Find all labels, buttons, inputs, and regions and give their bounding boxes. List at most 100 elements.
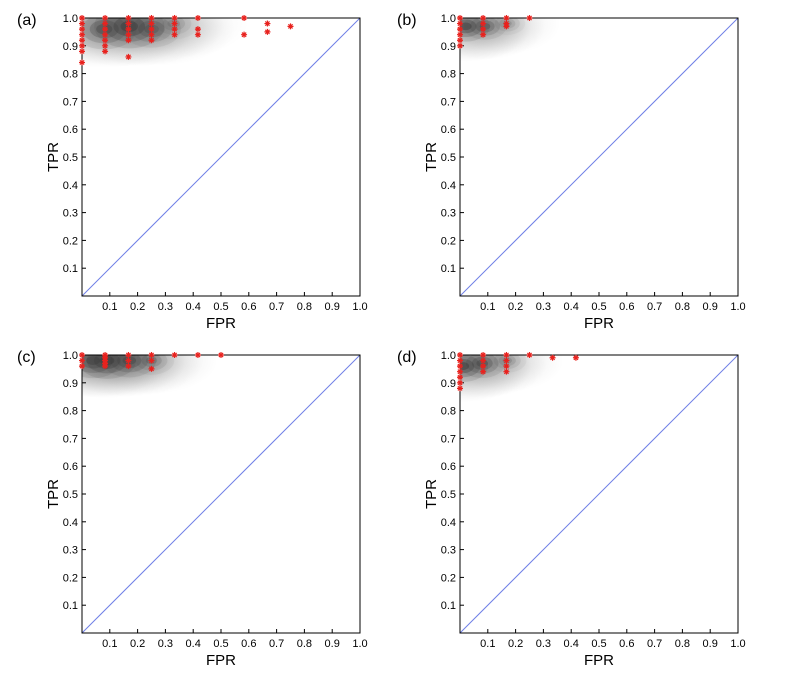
y-tick-label: 0.3 bbox=[441, 208, 456, 220]
data-point-marker bbox=[79, 15, 85, 21]
x-axis-label: FPR bbox=[584, 652, 614, 669]
x-tick-label: 0.4 bbox=[564, 301, 579, 313]
x-tick-label: 0.3 bbox=[158, 301, 173, 313]
marker-group bbox=[457, 352, 579, 392]
y-tick-label: 0.7 bbox=[63, 433, 78, 445]
density-ring bbox=[120, 20, 139, 32]
data-point-marker bbox=[264, 28, 271, 35]
y-tick-label: 0.7 bbox=[441, 96, 456, 108]
data-point-marker bbox=[218, 352, 224, 358]
x-tick-label: 0.1 bbox=[480, 638, 495, 650]
data-point-marker bbox=[148, 357, 155, 364]
data-point-marker bbox=[125, 15, 132, 21]
density-ring bbox=[488, 355, 527, 373]
data-point-marker bbox=[79, 357, 85, 364]
data-point-marker bbox=[457, 368, 463, 375]
panel-label: (a) bbox=[17, 12, 37, 29]
y-tick-label: 0.5 bbox=[63, 489, 78, 501]
data-point-marker bbox=[171, 20, 178, 27]
density-ring bbox=[82, 355, 137, 379]
x-tick-label: 0.1 bbox=[102, 638, 117, 650]
data-point-marker bbox=[287, 23, 294, 30]
x-tick-label: 0.2 bbox=[508, 301, 523, 313]
data-point-marker bbox=[148, 365, 155, 372]
x-tick-label: 0.6 bbox=[241, 301, 256, 313]
data-point-marker bbox=[480, 20, 487, 27]
data-point-marker bbox=[194, 26, 201, 33]
data-point-marker bbox=[480, 363, 487, 370]
panel-label: (b) bbox=[397, 12, 417, 29]
data-point-marker bbox=[457, 363, 463, 370]
data-point-marker bbox=[480, 31, 487, 38]
data-point-marker bbox=[457, 352, 463, 358]
data-point-marker bbox=[125, 363, 132, 370]
density-ring bbox=[460, 22, 472, 31]
y-tick-label: 0.2 bbox=[63, 235, 78, 247]
y-tick-label: 0.4 bbox=[441, 180, 456, 192]
data-point-marker bbox=[457, 385, 463, 392]
y-tick-label: 0.2 bbox=[63, 572, 78, 584]
x-tick-label: 0.9 bbox=[325, 301, 340, 313]
density-ring bbox=[460, 358, 475, 374]
density-shading bbox=[82, 355, 218, 399]
x-tick-label: 0.8 bbox=[297, 638, 312, 650]
data-point-marker bbox=[79, 37, 85, 44]
data-point-marker bbox=[148, 31, 155, 38]
density-halo bbox=[98, 18, 249, 59]
marker-group bbox=[79, 15, 294, 66]
data-point-marker bbox=[457, 31, 463, 38]
x-tick-label: 0.5 bbox=[213, 638, 228, 650]
y-axis-label: TPR bbox=[423, 142, 440, 172]
y-tick-label: 0.6 bbox=[441, 461, 456, 473]
data-point-marker bbox=[148, 26, 155, 33]
x-tick-label: 1.0 bbox=[352, 638, 367, 650]
data-point-marker bbox=[148, 15, 155, 21]
density-ring bbox=[156, 18, 192, 35]
data-point-marker bbox=[148, 37, 155, 44]
x-tick-label: 0.9 bbox=[325, 638, 340, 650]
data-point-marker bbox=[549, 354, 556, 361]
y-tick-label: 0.8 bbox=[63, 69, 78, 81]
density-ring bbox=[86, 356, 101, 365]
x-tick-label: 1.0 bbox=[730, 638, 745, 650]
data-point-marker bbox=[526, 15, 533, 21]
diagonal-reference-line bbox=[81, 354, 361, 634]
density-ring bbox=[110, 355, 149, 373]
x-tick-label: 0.8 bbox=[297, 301, 312, 313]
y-tick-label: 0.8 bbox=[441, 69, 456, 81]
data-point-marker bbox=[480, 368, 487, 375]
x-axis-label: FPR bbox=[584, 315, 614, 332]
x-tick-label: 0.6 bbox=[619, 301, 634, 313]
y-tick-label: 0.4 bbox=[441, 517, 456, 529]
y-tick-label: 0.4 bbox=[63, 517, 78, 529]
data-point-marker bbox=[125, 352, 132, 358]
data-point-marker bbox=[457, 20, 463, 27]
data-point-marker bbox=[194, 31, 201, 38]
x-tick-label: 0.1 bbox=[480, 301, 495, 313]
data-point-marker bbox=[171, 31, 178, 38]
x-tick-label: 0.2 bbox=[130, 638, 145, 650]
y-tick-label: 0.3 bbox=[63, 545, 78, 557]
data-point-marker bbox=[79, 26, 85, 33]
density-shading bbox=[460, 355, 564, 402]
data-point-marker bbox=[171, 26, 178, 33]
x-axis-label: FPR bbox=[206, 315, 236, 332]
diagonal-reference-line bbox=[81, 17, 361, 297]
data-point-marker bbox=[457, 26, 463, 33]
x-tick-label: 0.2 bbox=[508, 638, 523, 650]
density-ring bbox=[476, 359, 489, 367]
density-ring bbox=[82, 18, 137, 50]
x-tick-label: 0.7 bbox=[647, 638, 662, 650]
x-tick-label: 0.5 bbox=[591, 638, 606, 650]
data-point-marker bbox=[526, 352, 533, 358]
x-tick-label: 0.6 bbox=[241, 638, 256, 650]
data-point-marker bbox=[148, 20, 155, 27]
data-point-marker bbox=[457, 42, 463, 49]
x-tick-label: 0.9 bbox=[703, 638, 718, 650]
roc-panel: 0.1 0.2 0.3 0.4 0.5 0.6 0.7 0.8 0.9 1.0 0.1 0.2 0.3 0… bbox=[17, 349, 368, 669]
data-point-marker bbox=[79, 59, 85, 66]
x-tick-label: 1.0 bbox=[730, 301, 745, 313]
data-point-marker bbox=[241, 15, 248, 21]
x-tick-label: 0.3 bbox=[536, 301, 551, 313]
